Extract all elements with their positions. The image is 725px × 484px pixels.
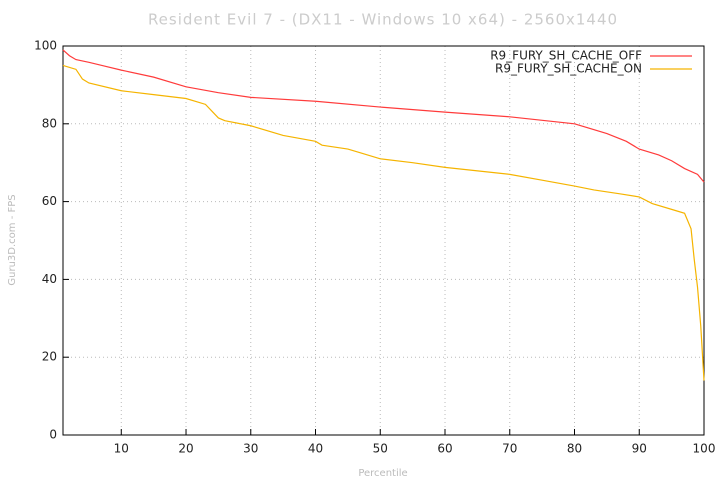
x-tick-label: 90	[632, 442, 647, 456]
y-tick-label: 20	[42, 350, 57, 364]
y-tick-label: 40	[42, 272, 57, 286]
x-tick-label: 70	[502, 442, 517, 456]
y-tick-label: 0	[49, 428, 57, 442]
y-tick-label: 100	[34, 39, 57, 53]
series-line	[62, 64, 705, 381]
legend-label: R9_FURY_SH_CACHE_ON	[495, 62, 642, 76]
x-tick-label: 10	[114, 442, 129, 456]
x-tick-label: 50	[373, 442, 388, 456]
y-axis-label: Guru3D.com - FPS	[7, 194, 18, 285]
x-tick-label: 100	[693, 442, 716, 456]
y-tick-label: 80	[42, 116, 57, 130]
legend-label: R9_FURY_SH_CACHE_OFF	[490, 49, 642, 63]
x-axis-label: Percentile	[358, 468, 407, 479]
x-tick-label: 40	[308, 442, 323, 456]
x-tick-label: 60	[437, 442, 452, 456]
x-tick-label: 30	[243, 442, 258, 456]
chart-title: Resident Evil 7 - (DX11 - Windows 10 x64…	[148, 11, 618, 29]
series-line	[62, 49, 705, 183]
plot-frame	[62, 45, 705, 436]
x-tick-label: 20	[178, 442, 193, 456]
y-tick-label: 60	[42, 194, 57, 208]
x-tick-label: 80	[567, 442, 582, 456]
